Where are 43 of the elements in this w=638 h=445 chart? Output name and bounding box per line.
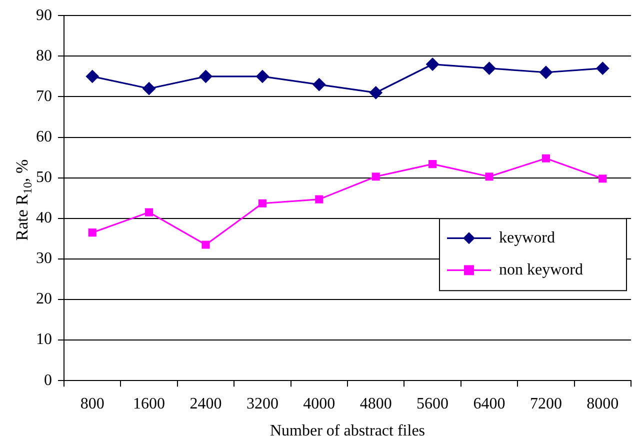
point xyxy=(142,82,156,96)
x-tick-label: 6400 xyxy=(473,395,506,412)
x-tick-label: 2400 xyxy=(190,395,222,412)
point xyxy=(598,174,607,183)
y-tick-label: 10 xyxy=(36,331,52,348)
x-tick-label: 1600 xyxy=(133,395,166,412)
x-axis-title: Number of abstract files xyxy=(270,422,426,440)
y-tick-label: 70 xyxy=(36,88,52,105)
x-tick-label: 8000 xyxy=(586,395,619,412)
point xyxy=(199,70,212,83)
point xyxy=(372,172,380,181)
x-tick-label: 5600 xyxy=(416,395,449,412)
point xyxy=(86,70,99,83)
point xyxy=(482,62,496,75)
y-tick-label: 30 xyxy=(36,250,52,268)
x-tick-label: 4800 xyxy=(360,395,392,412)
point xyxy=(315,195,324,204)
x-tick-label: 7200 xyxy=(530,395,562,412)
point xyxy=(256,70,269,83)
point xyxy=(88,228,96,237)
point xyxy=(485,172,494,181)
point xyxy=(202,240,210,249)
point xyxy=(369,86,382,100)
point xyxy=(258,199,266,208)
y-tick-label: 50 xyxy=(36,169,52,186)
x-tick-label: 800 xyxy=(80,395,104,412)
y-tick-label: 40 xyxy=(36,210,52,227)
legend-label: keyword xyxy=(499,229,555,246)
y-tick-label: 90 xyxy=(36,6,52,24)
point xyxy=(312,78,326,92)
point xyxy=(426,58,440,71)
point xyxy=(145,208,154,216)
point xyxy=(596,62,610,75)
y-tick-label: 60 xyxy=(36,128,52,146)
y-tick-label: 20 xyxy=(36,290,52,308)
y-tick-label: 0 xyxy=(44,372,52,389)
legend-label: non keyword xyxy=(499,261,583,278)
point xyxy=(428,160,437,168)
x-tick-label: 4000 xyxy=(303,395,336,412)
y-tick-label: 80 xyxy=(36,47,52,64)
point xyxy=(542,154,550,162)
point xyxy=(539,66,552,79)
x-tick-label: 3200 xyxy=(246,395,278,412)
